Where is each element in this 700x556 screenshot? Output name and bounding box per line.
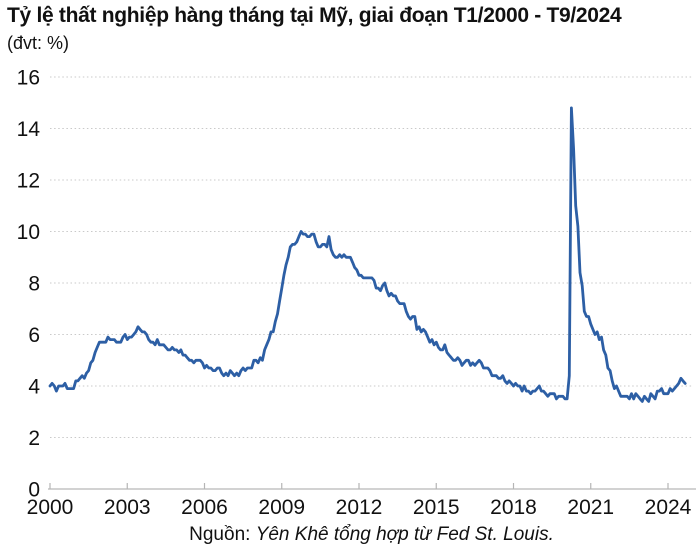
y-tick-label: 6: [28, 324, 40, 347]
y-tick-label: 4: [28, 376, 40, 399]
y-tick-label: 0: [28, 479, 40, 502]
x-tick-label: 2018: [490, 496, 537, 519]
y-tick-label: 2: [28, 427, 40, 450]
source-line: Nguồn: Yên Khê tổng hợp từ Fed St. Louis…: [50, 524, 693, 546]
x-tick-label: 2009: [258, 496, 305, 519]
x-tick-label: 2006: [181, 496, 228, 519]
x-tick-label: 2024: [645, 496, 692, 519]
source-prefix: Nguồn:: [189, 524, 256, 545]
x-tick-label: 2000: [27, 496, 74, 519]
x-tick-label: 2015: [413, 496, 460, 519]
y-tick-label: 8: [28, 273, 40, 296]
unemployment-rate-line: [48, 106, 687, 403]
chart-unit-label: (đvt: %): [7, 33, 70, 53]
x-tick-label: 2021: [567, 496, 614, 519]
source-text: Yên Khê tổng hợp từ Fed St. Louis.: [255, 524, 554, 545]
y-tick-label: 10: [17, 221, 40, 244]
y-tick-label: 14: [17, 118, 41, 141]
x-tick-label: 2003: [104, 496, 151, 519]
y-tick-label: 12: [17, 170, 40, 193]
y-tick-label: 16: [17, 67, 40, 90]
chart-title: Tỷ lệ thất nghiệp hàng tháng tại Mỹ, gia…: [7, 4, 622, 27]
x-tick-label: 2012: [336, 496, 383, 519]
